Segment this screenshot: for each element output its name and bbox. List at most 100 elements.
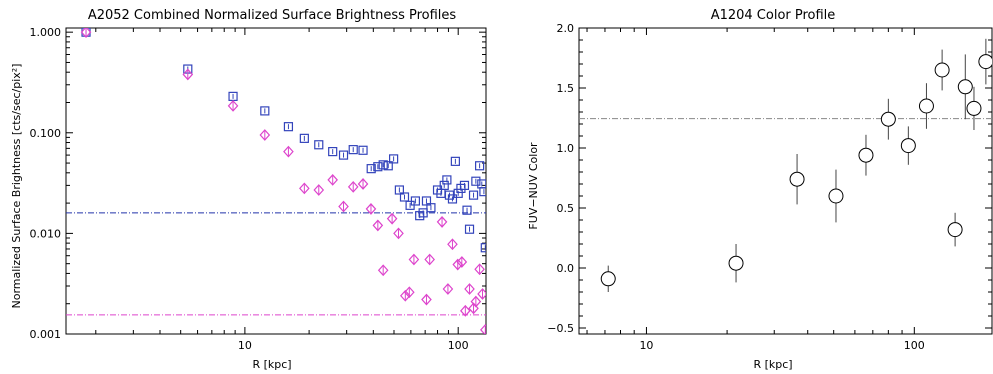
right-circle-marker bbox=[828, 188, 844, 204]
left-diamond-marker bbox=[365, 203, 377, 215]
left-y-tick-label: 0.100 bbox=[30, 127, 62, 140]
left-square-marker bbox=[328, 146, 338, 157]
left-square-marker bbox=[459, 180, 470, 190]
left-square-marker bbox=[394, 185, 404, 195]
right-circle-marker bbox=[978, 54, 992, 70]
left-x-tick-label: 100 bbox=[448, 339, 469, 352]
right-circle-marker bbox=[957, 79, 973, 95]
right-y-tick-label: −0.5 bbox=[547, 322, 574, 335]
left-square-marker bbox=[479, 187, 486, 197]
right-circle-marker bbox=[600, 271, 616, 287]
left-square-marker bbox=[471, 176, 481, 186]
left-diamond-marker bbox=[313, 184, 325, 196]
left-y-tick-label: 1.000 bbox=[30, 26, 62, 39]
right-x-tick-label: 10 bbox=[639, 339, 653, 352]
left-diamond-marker bbox=[404, 286, 415, 299]
left-diamond-marker bbox=[372, 219, 384, 232]
left-square-marker bbox=[453, 188, 463, 198]
right-y-tick-label: 1.5 bbox=[557, 82, 575, 95]
left-square-marker bbox=[468, 190, 479, 200]
left-diamond-marker bbox=[424, 253, 435, 266]
left-square-marker bbox=[447, 194, 458, 204]
left-square-marker bbox=[410, 196, 420, 206]
left-square-marker bbox=[399, 192, 410, 202]
left-diamond-marker bbox=[299, 182, 310, 195]
left-chart-title: A2052 Combined Normalized Surface Bright… bbox=[88, 8, 457, 23]
left-square-marker bbox=[389, 154, 399, 164]
left-diamond-marker bbox=[182, 68, 194, 81]
right-y-tick-label: 0.0 bbox=[557, 262, 575, 275]
left-square-marker bbox=[480, 243, 486, 253]
left-diamond-marker bbox=[393, 227, 404, 240]
left-square-marker bbox=[418, 208, 428, 218]
left-diamond-marker bbox=[347, 180, 359, 193]
left-y-tick-label: 0.010 bbox=[30, 227, 62, 240]
left-x-tick-label: 10 bbox=[238, 339, 252, 352]
left-square-marker bbox=[442, 175, 452, 185]
left-square-marker bbox=[366, 164, 376, 174]
right-axes-frame bbox=[578, 27, 993, 335]
right-y-axis-label: FUV−NUV Color bbox=[527, 142, 540, 230]
right-data bbox=[579, 38, 992, 292]
right-x-tick-label: 100 bbox=[904, 339, 925, 352]
left-square-marker bbox=[426, 203, 436, 213]
right-x-axis-label: R [kpc] bbox=[753, 358, 792, 371]
right-circle-marker bbox=[900, 138, 916, 154]
left-diamond-marker bbox=[456, 256, 468, 268]
left-diamond-marker bbox=[460, 304, 471, 317]
left-y-axis-label: Normalized Surface Brightness [cts/sec/p… bbox=[10, 64, 23, 309]
left-diamond-marker bbox=[327, 174, 338, 186]
right-plot-area: 10 100 −0.5 0.0 0.5 1.0 1.5 2.0 bbox=[547, 22, 993, 352]
left-diamond-marker bbox=[436, 216, 448, 228]
left-square-marker bbox=[383, 161, 393, 171]
left-data bbox=[66, 28, 486, 334]
left-diamond-marker bbox=[357, 178, 369, 190]
left-square-marker bbox=[373, 162, 383, 172]
left-square-marker bbox=[314, 140, 324, 150]
color-profile-panel: A1204 Color Profile R [kpc] FUV−NUV Colo… bbox=[527, 8, 993, 371]
left-diamond-marker bbox=[408, 253, 420, 266]
right-circle-marker bbox=[934, 62, 950, 78]
left-diamond-marker bbox=[480, 323, 486, 334]
right-circle-marker bbox=[789, 171, 805, 187]
right-circle-marker bbox=[947, 222, 963, 238]
right-circle-marker bbox=[858, 147, 874, 163]
brightness-profile-panel: A2052 Combined Normalized Surface Bright… bbox=[10, 8, 487, 371]
left-square-marker bbox=[299, 133, 309, 143]
left-diamond-marker bbox=[386, 212, 398, 225]
left-diamond-marker bbox=[400, 289, 411, 302]
left-diamond-marker bbox=[227, 99, 239, 112]
right-circle-marker bbox=[918, 98, 934, 114]
left-diamond-marker bbox=[477, 288, 486, 300]
right-y-tick-label: 1.0 bbox=[557, 142, 575, 155]
left-square-marker bbox=[378, 160, 388, 170]
left-square-marker bbox=[283, 122, 294, 132]
left-square-marker bbox=[475, 161, 485, 171]
right-y-tick-label: 2.0 bbox=[557, 22, 575, 35]
left-square-marker bbox=[348, 145, 358, 155]
right-circle-marker bbox=[966, 100, 982, 116]
left-diamond-marker bbox=[338, 200, 349, 213]
left-square-marker bbox=[464, 224, 475, 234]
left-diamond-marker bbox=[80, 28, 92, 39]
left-diamond-marker bbox=[377, 264, 389, 277]
left-diamond-marker bbox=[474, 263, 485, 276]
left-y-tick-label: 0.001 bbox=[30, 328, 62, 341]
left-square-marker bbox=[358, 145, 368, 155]
left-diamond-marker bbox=[283, 145, 294, 158]
right-circle-marker bbox=[728, 255, 744, 271]
left-diamond-marker bbox=[464, 283, 475, 295]
left-x-axis-label: R [kpc] bbox=[252, 358, 291, 371]
left-diamond-marker bbox=[442, 283, 454, 295]
left-square-marker bbox=[439, 180, 449, 190]
left-diamond-marker bbox=[452, 258, 464, 271]
left-diamond-marker bbox=[259, 129, 271, 141]
left-square-marker bbox=[462, 205, 472, 215]
left-diamond-marker bbox=[470, 295, 482, 308]
right-chart-title: A1204 Color Profile bbox=[711, 8, 836, 23]
right-circle-marker bbox=[880, 111, 896, 127]
left-diamond-marker bbox=[421, 293, 432, 306]
left-square-marker bbox=[338, 150, 349, 160]
left-axes-frame bbox=[65, 27, 487, 335]
